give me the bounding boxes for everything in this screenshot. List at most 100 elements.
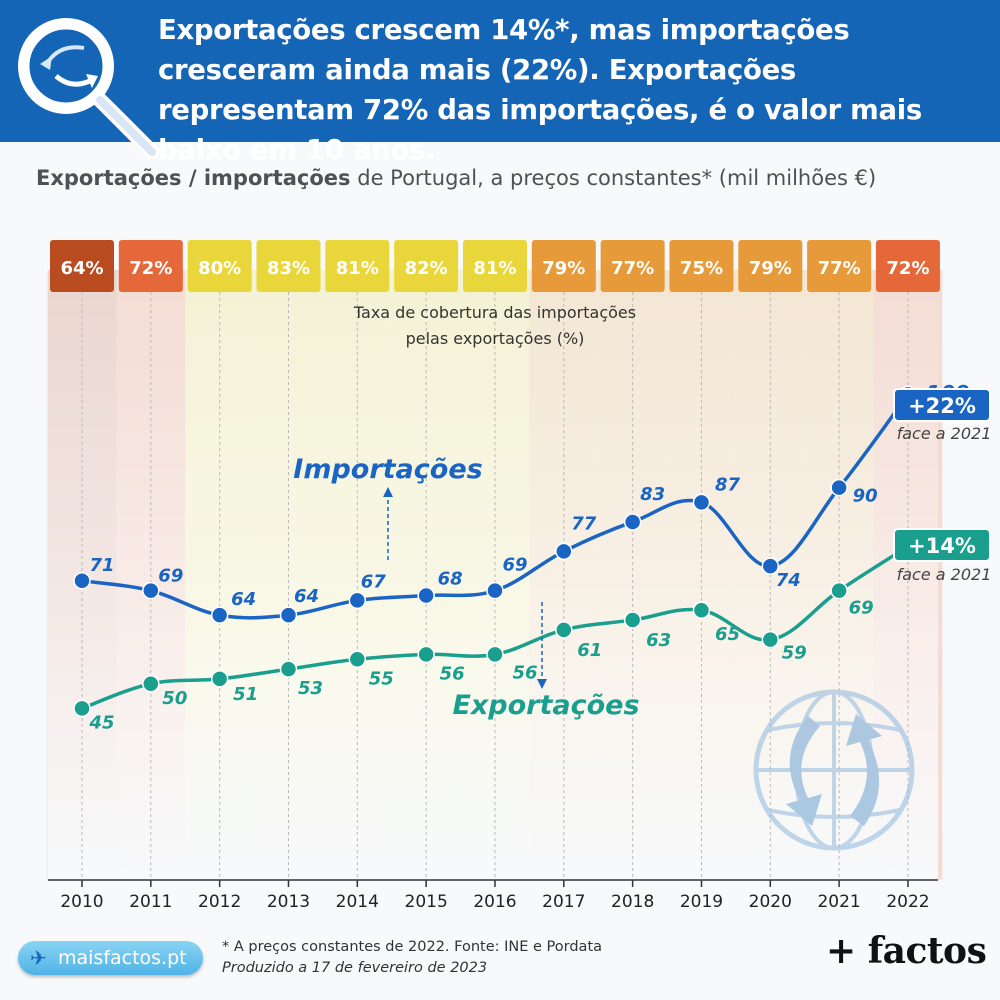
imports-value-label-2014: 67 bbox=[361, 571, 387, 592]
exports-value-label-2013: 53 bbox=[298, 678, 323, 699]
x-tick-label-2017: 2017 bbox=[542, 892, 585, 912]
imports-value-label-2012: 64 bbox=[231, 589, 256, 610]
brand-logo: + factos bbox=[826, 930, 987, 972]
coverage-badge-2011 bbox=[118, 240, 183, 292]
chart-subtitle: Exportações / importações de Portugal, a… bbox=[36, 166, 876, 190]
coverage-badge-2010 bbox=[50, 240, 114, 292]
exports-point-2015 bbox=[417, 645, 435, 664]
subtitle-rest: de Portugal, a preços constantes* (mil m… bbox=[350, 166, 877, 190]
coverage-badge-label: 79% bbox=[749, 258, 792, 279]
coverage-badge-2018 bbox=[600, 240, 665, 292]
x-tick-label-2022: 2022 bbox=[886, 892, 929, 912]
coverage-badge-label: 75% bbox=[680, 258, 723, 279]
x-tick-label-2021: 2021 bbox=[817, 892, 860, 912]
exports-value-label-2015: 56 bbox=[440, 663, 465, 684]
coverage-badge-2014 bbox=[325, 240, 390, 292]
coverage-label-line1: Taxa de cobertura das importações bbox=[353, 303, 636, 322]
search-icon bbox=[18, 18, 160, 160]
coverage-badge-label: 83% bbox=[267, 258, 310, 279]
imports-value-label-2018: 83 bbox=[640, 484, 665, 505]
imports-change-text: +22% bbox=[908, 394, 976, 418]
exports-change-text: +14% bbox=[908, 534, 976, 558]
coverage-badge-2021 bbox=[807, 240, 872, 292]
x-tick-label-2020: 2020 bbox=[749, 892, 792, 912]
imports-point-2016 bbox=[486, 581, 504, 600]
coverage-badge-2015 bbox=[394, 240, 459, 292]
x-tick-label-2012: 2012 bbox=[198, 892, 241, 912]
imports-value-label-2015: 68 bbox=[438, 569, 463, 590]
imports-value-label-2020: 74 bbox=[776, 570, 801, 591]
x-tick-label-2014: 2014 bbox=[336, 892, 379, 912]
coverage-badge-label: 77% bbox=[818, 258, 861, 279]
x-tick-label-2016: 2016 bbox=[473, 892, 516, 912]
exports-point-2012 bbox=[210, 670, 229, 688]
coverage-badge-2019 bbox=[669, 240, 734, 292]
x-tick-label-2010: 2010 bbox=[60, 892, 103, 912]
imports-value-label-2019: 87 bbox=[715, 474, 741, 495]
exports-value-label-2014: 55 bbox=[369, 668, 394, 689]
coverage-badge-label: 72% bbox=[886, 258, 929, 279]
coverage-badge-label: 80% bbox=[198, 258, 241, 279]
x-tick-label-2015: 2015 bbox=[405, 892, 448, 912]
exports-value-label-2012: 51 bbox=[233, 684, 258, 705]
exports-point-2021 bbox=[830, 581, 848, 600]
exports-point-2019 bbox=[692, 601, 711, 619]
exports-value-label-2019: 65 bbox=[715, 624, 740, 645]
exports-value-label-2018: 63 bbox=[646, 630, 671, 651]
headline: Exportações crescem 14%*, mas importaçõe… bbox=[158, 14, 922, 166]
imports-value-label-2011: 69 bbox=[158, 566, 183, 587]
imports-point-2010 bbox=[73, 572, 91, 590]
imports-value-label-2017: 77 bbox=[571, 513, 597, 534]
coverage-badge-label: 79% bbox=[542, 258, 585, 279]
imports-point-2014 bbox=[348, 591, 367, 610]
exports-change-badge bbox=[893, 528, 991, 562]
exports-change-note: face a 2021 bbox=[897, 565, 992, 584]
exports-value-label-2020: 59 bbox=[782, 643, 807, 664]
coverage-badge-label: 72% bbox=[129, 258, 172, 279]
exports-arrow-head bbox=[537, 679, 547, 689]
header-banner bbox=[0, 0, 1000, 142]
exports-value-label-2010: 45 bbox=[88, 712, 114, 733]
imports-change-note: face a 2021 bbox=[897, 424, 992, 443]
plane-icon: ✈ bbox=[30, 946, 47, 970]
exports-value-label-2021: 69 bbox=[849, 598, 874, 619]
imports-point-2017 bbox=[555, 542, 573, 561]
coverage-badge-2017 bbox=[531, 240, 596, 292]
footnote-source: * A preços constantes de 2022. Fonte: IN… bbox=[222, 939, 603, 955]
imports-point-2011 bbox=[142, 581, 160, 600]
exports-series-label: Exportações bbox=[452, 690, 639, 721]
globe-icon bbox=[753, 689, 915, 851]
coverage-badge-label: 81% bbox=[336, 258, 379, 279]
imports-point-2019 bbox=[692, 493, 711, 512]
exports-point-2014 bbox=[348, 650, 367, 669]
coverage-badge-label: 64% bbox=[60, 258, 103, 279]
coverage-badge-2020 bbox=[738, 240, 803, 292]
imports-point-2012 bbox=[210, 606, 229, 624]
exports-value-label-2011: 50 bbox=[162, 688, 187, 709]
site-link[interactable]: ✈ maisfactos.pt bbox=[18, 941, 203, 975]
coverage-badge-label: 77% bbox=[611, 258, 654, 279]
x-tick-label-2019: 2019 bbox=[680, 892, 723, 912]
imports-point-2018 bbox=[623, 513, 642, 531]
exports-point-2016 bbox=[486, 645, 504, 664]
coverage-badge-2022 bbox=[875, 240, 940, 292]
coverage-label-line2: pelas exportações (%) bbox=[406, 329, 585, 348]
exports-point-2011 bbox=[142, 675, 160, 693]
subtitle-bold: Exportações / importações bbox=[36, 166, 351, 190]
imports-point-2021 bbox=[830, 478, 848, 497]
imports-value-label-2013: 64 bbox=[294, 586, 319, 607]
imports-value-label-2021: 90 bbox=[853, 486, 878, 507]
imports-point-2013 bbox=[279, 606, 298, 624]
imports-point-2020 bbox=[761, 557, 780, 575]
imports-value-label-2016: 69 bbox=[502, 555, 527, 576]
coverage-badge-label: 81% bbox=[473, 258, 516, 279]
imports-point-2015 bbox=[417, 586, 435, 605]
coverage-badge-2012 bbox=[187, 240, 252, 292]
imports-series-label: Importações bbox=[293, 454, 482, 485]
coverage-badge-2016 bbox=[462, 240, 527, 292]
exports-point-2010 bbox=[73, 699, 91, 718]
exports-point-2020 bbox=[761, 630, 780, 649]
imports-value-label-2010: 71 bbox=[89, 555, 114, 576]
exports-point-2013 bbox=[279, 660, 298, 678]
